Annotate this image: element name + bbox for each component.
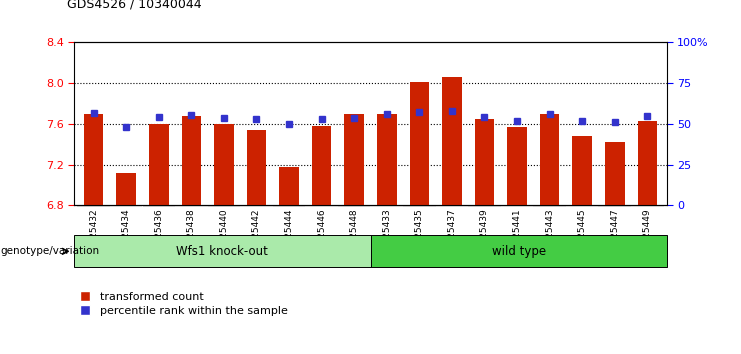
Bar <box>338 205 370 207</box>
Bar <box>77 205 110 207</box>
Bar <box>214 124 233 205</box>
Bar <box>370 205 403 207</box>
Bar <box>534 205 566 207</box>
Bar <box>566 205 599 207</box>
Bar <box>475 119 494 205</box>
Bar <box>312 126 331 205</box>
Text: Wfs1 knock-out: Wfs1 knock-out <box>176 245 268 258</box>
Bar <box>403 205 436 207</box>
Bar <box>273 205 305 207</box>
Text: wild type: wild type <box>491 245 546 258</box>
Bar <box>605 142 625 205</box>
Text: GDS4526 / 10340044: GDS4526 / 10340044 <box>67 0 202 11</box>
Bar <box>501 205 534 207</box>
Bar <box>149 124 168 205</box>
Bar <box>247 130 266 205</box>
Bar <box>370 235 667 267</box>
Bar <box>240 205 273 207</box>
Bar <box>279 167 299 205</box>
Bar <box>468 205 501 207</box>
Bar <box>110 205 142 207</box>
Bar <box>637 121 657 205</box>
Bar <box>442 77 462 205</box>
Bar <box>573 136 592 205</box>
Bar <box>182 116 201 205</box>
Bar <box>175 205 207 207</box>
Bar <box>207 205 240 207</box>
Bar <box>508 127 527 205</box>
Bar <box>436 205 468 207</box>
Bar <box>540 114 559 205</box>
Bar <box>142 205 175 207</box>
Bar <box>116 173 136 205</box>
Bar <box>410 82 429 205</box>
Text: genotype/variation: genotype/variation <box>1 246 100 256</box>
Bar <box>377 114 396 205</box>
Bar <box>631 205 664 207</box>
Legend: transformed count, percentile rank within the sample: transformed count, percentile rank withi… <box>79 292 288 316</box>
Bar <box>599 205 631 207</box>
Bar <box>305 205 338 207</box>
Bar <box>345 114 364 205</box>
Bar <box>84 114 104 205</box>
Bar <box>74 235 371 267</box>
